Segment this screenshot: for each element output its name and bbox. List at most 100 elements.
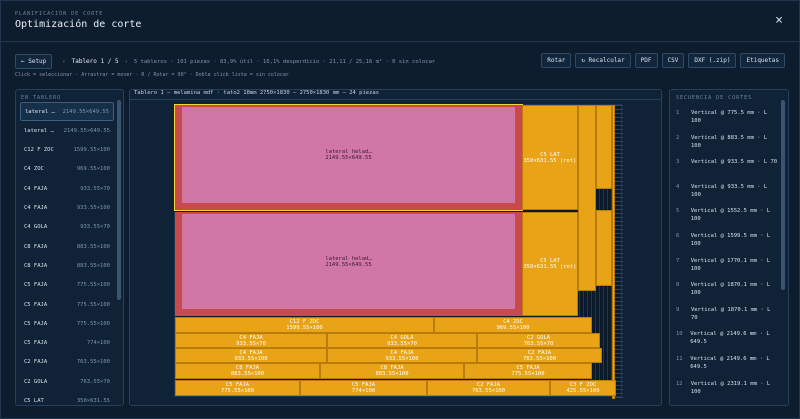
toolbar-button[interactable]: PDF [634, 53, 658, 68]
piece-item[interactable]: lateral … 2149.55×649.55 [20, 121, 114, 140]
piece-name: lateral … [24, 127, 54, 134]
piece-item[interactable]: C4 ZOC 969.55×100 [20, 160, 114, 179]
piece[interactable]: C5 FAJA 775.55×100 [464, 363, 592, 379]
piece-item[interactable]: C2 FAJA 763.55×100 [20, 353, 114, 372]
piece-item[interactable]: C4 GOLA 933.55×70 [20, 218, 114, 237]
close-button[interactable]: × [775, 13, 783, 28]
stats: 5 tableros · 101 piezas · 83,9% útil · 1… [133, 58, 436, 65]
piece[interactable]: C3 F ZOC 425.55×100 [550, 380, 616, 396]
piece-name: C4 FAJA [24, 205, 48, 211]
divider [130, 99, 661, 100]
cut-text: Vertical @ 1870.1 mm · L 70 [690, 306, 771, 321]
piece-item[interactable]: C5 FAJA 775.55×100 [20, 276, 114, 295]
piece-name: C2 GOLA [526, 334, 551, 341]
cut-number: 7 [676, 257, 680, 264]
cut-item[interactable]: 9 Vertical @ 1870.1 mm · L 70 [676, 306, 780, 322]
piece-name: C5 LAT [540, 151, 560, 158]
piece[interactable]: lateral helad… 2149.55×649.55 [175, 212, 522, 316]
piece-name: C8 FAJA [380, 365, 404, 371]
cut-text: Vertical @ 933.5 mm · L 100 [690, 183, 768, 198]
piece-item[interactable]: C5 FAJA 775.55×100 [20, 314, 114, 333]
piece[interactable]: C4 FAJA 933.55×100 [175, 348, 327, 363]
piece-item[interactable]: C5 FAJA 774×100 [20, 334, 114, 353]
piece[interactable]: C4 GOLA 933.55×70 [327, 333, 477, 348]
cut-number: 9 [676, 306, 680, 313]
piece[interactable]: C4 FAJA 933.55×100 [327, 348, 477, 363]
piece-name: C5 LAT [540, 258, 560, 264]
piece-dims: 933.55×100 [385, 355, 419, 362]
cut-item[interactable]: 1 Vertical @ 775.5 mm · L 100 [676, 109, 780, 125]
piece-dims: 883.55×100 [375, 371, 409, 377]
toolbar-button[interactable]: Etiquetas [740, 53, 785, 68]
piece-name: C2 FAJA [527, 349, 552, 356]
prev-button[interactable]: ‹ [62, 58, 66, 65]
next-button[interactable]: › [124, 58, 128, 65]
cut-item[interactable]: 6 Vertical @ 1599.5 mm · L 100 [676, 232, 780, 248]
piece[interactable]: C4 FAJA 933.55×70 [175, 333, 327, 348]
piece-item[interactable]: C2 GOLA 763.55×70 [20, 372, 114, 391]
piece-item[interactable]: C4 FAJA 933.55×70 [20, 179, 114, 198]
title: Optimización de corte [15, 19, 142, 30]
piece[interactable]: C2 FAJA 763.55×100 [427, 380, 550, 396]
piece-name: C4 FAJA [390, 349, 414, 356]
cut-text: Vertical @ 1870.1 mm · L 100 [690, 282, 771, 297]
remnant [615, 105, 623, 398]
piece-dims: 933.55×100 [76, 205, 110, 211]
piece-dims: 350×631.55 (rot) [523, 264, 577, 270]
piece-name: C12 F ZOC [24, 147, 54, 154]
cut-item[interactable]: 10 Vertical @ 2149.6 mm · L 649.5 [676, 330, 780, 346]
scrollbar [117, 100, 121, 300]
piece-item[interactable]: C12 F ZOC 1599.55×100 [20, 141, 114, 160]
piece-item[interactable]: C4 FAJA 933.55×100 [20, 199, 114, 218]
cut-text: Vertical @ 883.5 mm · L 100 [690, 134, 768, 149]
piece[interactable]: C12 F ZOC 1599.55×100 [175, 317, 434, 333]
cut-item[interactable]: 7 Vertical @ 1770.1 mm · L 100 [676, 257, 780, 273]
toolbar-button[interactable]: DXF (.zip) [688, 53, 737, 68]
piece-dims: 883.55×100 [230, 371, 265, 377]
cut-item[interactable]: 5 Vertical @ 1552.5 mm · L 100 [676, 207, 780, 223]
piece-dims: 2149.55×649.55 [325, 261, 372, 268]
piece-dims: 2149.55×649.55 [62, 108, 109, 115]
piece[interactable]: lateral helad… 2149.55×649.55 [174, 104, 523, 211]
piece[interactable]: C2 GOLA 763.55×70 [477, 333, 600, 348]
piece-name: C4 FAJA [239, 349, 263, 356]
piece[interactable]: C8 FAJA 883.55×100 [175, 363, 320, 379]
cut-text: Vertical @ 1599.5 mm · L 100 [690, 233, 771, 247]
strip [596, 210, 612, 286]
cut-item[interactable]: 2 Vertical @ 883.5 mm · L 100 [676, 134, 780, 150]
piece[interactable]: C5 LAT 350×631.55 (rot) [522, 105, 578, 210]
piece-name: C5 FAJA [24, 340, 48, 347]
cut-item[interactable]: 8 Vertical @ 1870.1 mm · L 100 [676, 281, 780, 297]
piece-item[interactable]: C5 FAJA 775.55×100 [20, 295, 114, 314]
piece[interactable]: C4 ZOC 969.55×100 [434, 317, 592, 333]
piece[interactable]: C5 FAJA 774×100 [300, 380, 427, 396]
toolbar-button[interactable]: ↻ Recalcular [575, 53, 631, 68]
piece-name: C4 FAJA [24, 185, 48, 192]
piece-name: C2 FAJA [24, 359, 48, 366]
cut-number: 1 [676, 110, 680, 116]
piece-dims: 883.55×100 [76, 243, 110, 250]
toolbar-button[interactable]: Rotar [541, 53, 572, 68]
piece-dims: 774×100 [351, 388, 376, 394]
piece[interactable]: C8 FAJA 883.55×100 [320, 363, 464, 379]
piece[interactable]: C5 LAT 350×631.55 (rot) [522, 212, 578, 316]
cut-item[interactable]: 4 Vertical @ 933.5 mm · L 100 [676, 183, 780, 199]
cut-number: 4 [676, 183, 680, 190]
piece-name: C5 FAJA [351, 382, 376, 388]
piece-item[interactable]: C5 LAT 350×631.55 [20, 392, 114, 406]
board-indicator: Tablero 1 / 5 [71, 58, 119, 65]
piece-item[interactable]: lateral … 2149.55×649.55 [20, 102, 114, 121]
setup-button[interactable]: ← Setup [15, 54, 53, 69]
cut-item[interactable]: 12 Vertical @ 2319.1 mm · L 100 [676, 380, 780, 396]
cut-item[interactable]: 3 Vertical @ 933.5 mm · L 70 [676, 158, 780, 166]
piece-item[interactable]: C8 FAJA 883.55×100 [20, 256, 114, 275]
piece[interactable]: C5 FAJA 775.55×100 [175, 380, 300, 396]
toolbar-button[interactable]: CSV [661, 53, 685, 68]
cut-item[interactable]: 11 Vertical @ 2149.6 mm · L 649.5 [676, 355, 780, 371]
piece-item[interactable]: C8 FAJA 883.55×100 [20, 237, 114, 256]
piece-name: C8 FAJA [235, 365, 260, 371]
piece[interactable]: C2 FAJA 763.55×100 [477, 348, 602, 363]
piece-name: C4 FAJA [239, 334, 263, 341]
cut-number: 6 [676, 233, 680, 239]
piece-dims: 425.55×100 [566, 388, 600, 394]
